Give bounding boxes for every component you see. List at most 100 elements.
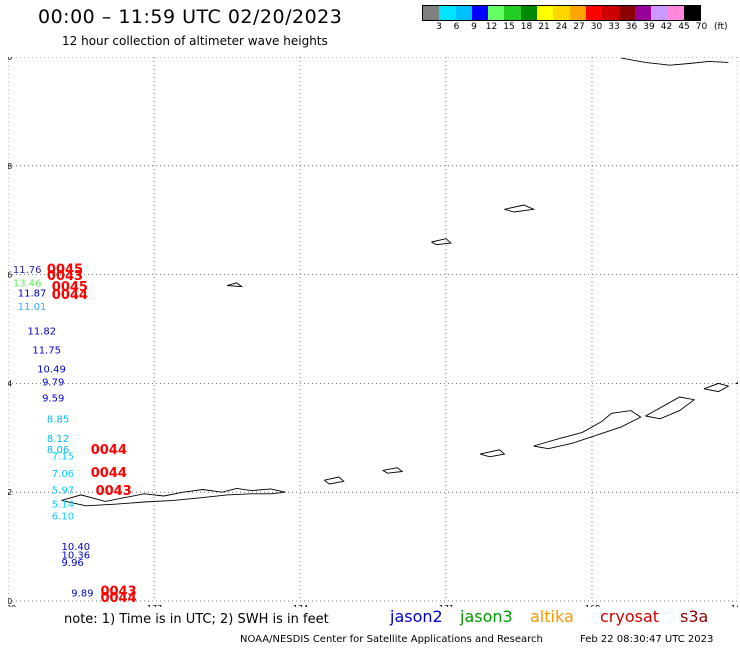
coastline-segment (61, 487, 286, 507)
longitude-label: -171 (436, 604, 454, 607)
color-swatch (634, 6, 652, 20)
pass-time-label: 0045 (47, 263, 83, 278)
coastline-segment (431, 238, 452, 246)
wave-height-value: 11.82 (27, 326, 56, 337)
scale-tick-label: 3 (436, 22, 442, 32)
scale-tick-label: 42 (660, 22, 673, 32)
color-swatch (618, 6, 635, 20)
wave-height-value: 6.10 (52, 511, 74, 522)
longitude-label: -180 (8, 604, 16, 607)
map-title: 00:00 – 11:59 UTC 02/20/2023 (38, 6, 343, 28)
latitude-label: 50 (8, 597, 12, 606)
wave-height-value: 11.76 (13, 265, 42, 276)
scale-tick-label: 39 (643, 22, 655, 32)
wave-height-value: 5.97 (52, 485, 74, 496)
scale-tick-label: 24 (555, 22, 568, 32)
color-swatch (569, 6, 586, 20)
color-swatch (471, 6, 489, 20)
wave-height-value: 9.59 (42, 393, 64, 404)
coastline-segment (504, 204, 536, 213)
longitude-label: -168 (582, 604, 600, 607)
wave-height-value: 11.75 (32, 345, 61, 356)
pass-time-label: 0043 (96, 484, 132, 499)
wave-height-value: 8.12 (47, 434, 69, 445)
units-note: note: 1) Time is in UTC; 2) SWH is in fe… (64, 612, 329, 627)
scale-tick-label: 36 (625, 22, 638, 32)
coastline-segment (703, 382, 730, 393)
latitude-label: 60 (8, 57, 12, 62)
coastline (61, 57, 738, 507)
coastline-segment (226, 282, 244, 288)
pass-time-label: 0044 (100, 591, 136, 606)
wave-height-value: 8.06 (47, 445, 69, 456)
credit-text: NOAA/NESDIS Center for Satellite Applica… (240, 634, 543, 645)
legend-item-cryosat: cryosat (600, 607, 660, 626)
wave-height-value: 7.06 (52, 469, 74, 480)
scale-tick-label: 12 (485, 22, 498, 32)
scale-tick-label: 6 (453, 22, 460, 32)
coastline-segment (382, 467, 404, 474)
coastline-segment (735, 382, 738, 384)
scale-tick-label: 70 (695, 22, 708, 32)
wave-height-value: 8.85 (47, 415, 69, 426)
coastline-segment (645, 396, 696, 420)
scale-labels: 3 6 9 12 15 18 21 24 27 30 33 36 39 42 45 70 (428, 22, 740, 34)
wave-height-value: 10.49 (37, 365, 66, 376)
color-swatch (439, 6, 456, 20)
scale-tick-label: 21 (538, 22, 550, 32)
pass-time-label: 0045 (52, 280, 88, 295)
scale-tick-label: 9 (471, 22, 477, 32)
coastline-segment (533, 410, 642, 450)
scale-tick-label: 15 (503, 22, 515, 32)
color-swatch (553, 6, 570, 20)
color-swatch (423, 6, 440, 20)
color-swatch (520, 6, 538, 20)
wave-height-value: 9.89 (71, 589, 93, 600)
coastline-segment (324, 476, 345, 485)
scale-tick-label: 30 (590, 22, 603, 32)
scale-tick-label: 33 (608, 22, 620, 32)
wave-height-color-scale: 3 6 9 12 15 18 21 24 27 30 33 36 39 42 45 70 (ft) (422, 5, 728, 32)
color-swatch (585, 6, 603, 20)
wave-height-value: 9.96 (62, 558, 84, 569)
color-swatch (602, 6, 619, 20)
pass-time-label: 0044 (52, 288, 88, 303)
coastline-segment (479, 449, 506, 458)
latitude-label: 58 (8, 162, 12, 171)
color-swatch (537, 6, 554, 20)
pass-time-label: 0044 (91, 466, 127, 481)
legend-item-jason3: jason3 (460, 607, 513, 626)
color-swatch (455, 6, 472, 20)
latitude-label: 52 (8, 488, 12, 497)
wave-height-value: 10.40 (62, 542, 91, 553)
scale-tick-label: 45 (678, 22, 690, 32)
scale-tick-label: 27 (573, 22, 585, 32)
axis-labels: 60 58 56 54 52 50-180 -177 -174 -171 -168 -165 (8, 57, 738, 607)
color-swatch (651, 6, 668, 20)
generation-timestamp: Feb 22 08:30:47 UTC 2023 (580, 634, 714, 645)
wave-height-value: 13.46 (13, 279, 42, 290)
color-swatch (683, 6, 701, 20)
map-subtitle: 12 hour collection of altimeter wave hei… (62, 34, 328, 48)
color-swatch (667, 6, 684, 20)
pass-time-label: 0043 (100, 585, 136, 600)
latitude-label: 56 (8, 271, 12, 280)
scale-unit: (ft) (714, 22, 728, 32)
wave-height-value: 10.36 (62, 551, 91, 562)
wave-height-value: 9.79 (42, 378, 64, 389)
longitude-label: -174 (290, 604, 308, 607)
longitude-label: -177 (144, 604, 162, 607)
color-swatch (488, 6, 505, 20)
coastline-segment (621, 57, 729, 66)
latitude-label: 54 (8, 379, 12, 388)
longitude-label: -165 (728, 604, 738, 607)
wave-height-value: 7.15 (52, 452, 74, 463)
legend-item-altika: altika (530, 607, 574, 626)
color-swatches (422, 5, 702, 21)
color-swatch (504, 6, 521, 20)
legend-item-jason2: jason2 (390, 607, 443, 626)
pass-time-label: 0043 (47, 269, 83, 284)
scale-tick-label: 18 (520, 22, 533, 32)
